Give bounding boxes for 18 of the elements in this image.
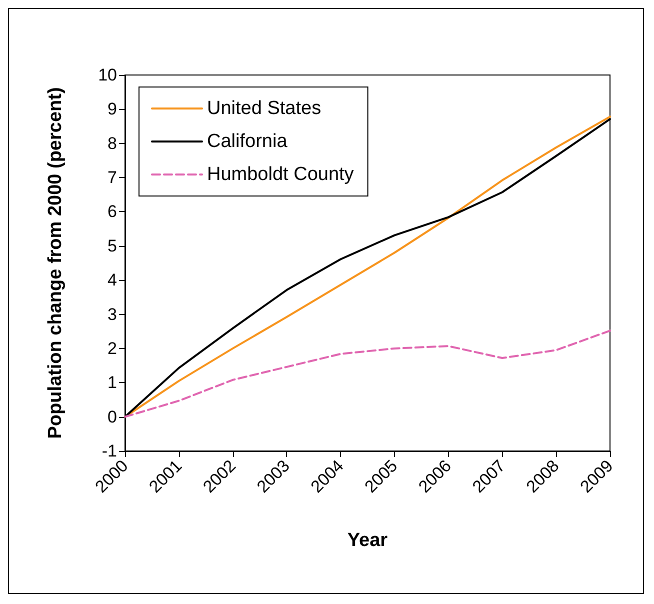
y-tick-label: 10: [98, 66, 117, 84]
y-tick-label: 3: [108, 304, 117, 324]
y-tick-label: 2: [108, 338, 117, 358]
line-series: [124, 330, 611, 418]
y-tick-label: 5: [108, 236, 117, 256]
legend-label: California: [207, 131, 288, 152]
legend-label: United States: [207, 98, 322, 119]
y-tick-label: 1: [108, 373, 117, 392]
y-tick-label: 6: [108, 202, 117, 222]
y-tick-label: 7: [108, 168, 117, 188]
y-tick-label: 9: [108, 100, 117, 119]
y-tick-label: 0: [108, 407, 117, 426]
x-axis-title: Year: [347, 530, 388, 551]
y-tick-label: -1: [102, 442, 117, 460]
legend-label: Humboldt County: [207, 164, 354, 185]
y-tick-label: 8: [108, 134, 117, 153]
y-axis-title: Population change from 2000 (percent): [45, 87, 66, 439]
y-tick-label: 4: [108, 270, 117, 290]
